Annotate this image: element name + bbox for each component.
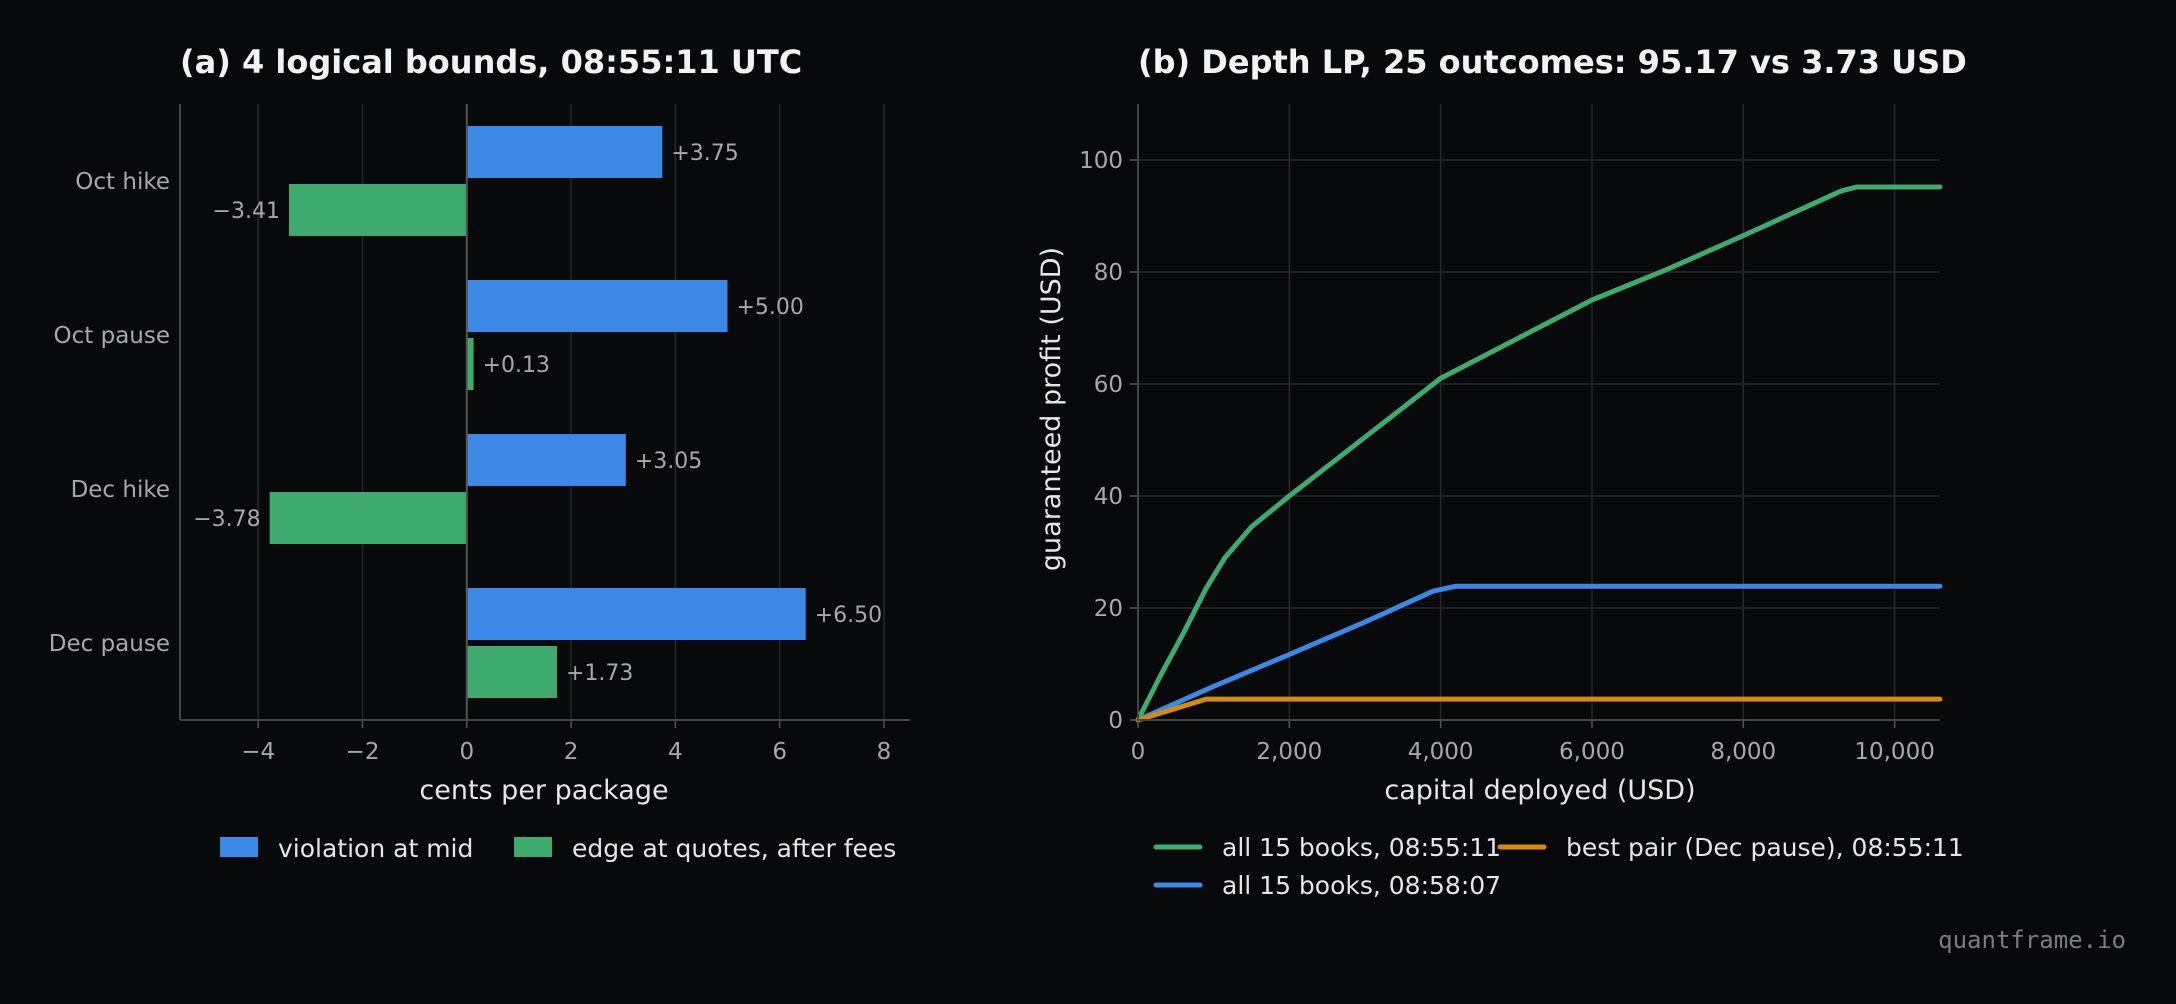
bar-edge-at-quotes <box>269 492 467 544</box>
panel-b-y-axis-label: guaranteed profit (USD) <box>1036 247 1067 571</box>
y-tick-label: 100 <box>1079 148 1123 174</box>
bar-data-label: +3.05 <box>635 449 702 474</box>
x-tick-label: 4,000 <box>1408 739 1474 765</box>
bar-data-label: +5.00 <box>737 295 804 320</box>
x-tick-label: 4 <box>668 739 683 765</box>
x-tick-label: 2,000 <box>1256 739 1322 765</box>
line-best-pair <box>1135 696 1943 723</box>
x-tick-label: 8,000 <box>1710 739 1776 765</box>
bar-violation-at-mid <box>466 280 728 332</box>
category-label: Oct hike <box>75 169 170 195</box>
panel-b-lines <box>1135 184 1943 723</box>
x-tick-label: 0 <box>1131 739 1146 765</box>
panel-b-title: (b) Depth LP, 25 outcomes: 95.17 vs 3.73… <box>1138 43 1967 81</box>
category-label: Dec pause <box>49 631 170 657</box>
legend-label: edge at quotes, after fees <box>572 834 896 863</box>
panel-a-title: (a) 4 logical bounds, 08:55:11 UTC <box>180 43 802 81</box>
panel-b-legend: all 15 books, 08:55:11 all 15 books, 08:5… <box>1153 833 1964 900</box>
x-tick-label: 0 <box>459 739 474 765</box>
panel-a-legend: violation at mid edge at quotes, after fe… <box>220 834 896 863</box>
panel-a-bars: +3.75 −3.41 +5.00 +0.13 +3.05 −3.78 +6.50 +1.73 <box>193 126 882 698</box>
panel-b-gridlines <box>1138 104 1940 720</box>
panel-a-x-axis-label: cents per package <box>419 775 668 806</box>
x-tick-label: −4 <box>241 739 275 765</box>
y-tick-label: 20 <box>1094 596 1123 622</box>
x-tick-label: −2 <box>346 739 380 765</box>
bar-violation-at-mid <box>466 588 806 640</box>
bar-edge-at-quotes <box>466 338 474 390</box>
x-tick-label: 8 <box>877 739 892 765</box>
bar-data-label: +1.73 <box>566 661 633 686</box>
panel-b-axes: 0 2,000 4,000 6,000 8,000 10,000 0 20 40 60 80 100 <box>1079 104 1940 765</box>
bar-data-label: −3.78 <box>193 507 260 532</box>
legend-label: all 15 books, 08:55:11 <box>1222 833 1501 862</box>
legend-label: violation at mid <box>278 834 473 863</box>
bar-data-label: +3.75 <box>671 141 738 166</box>
line-all-books-085807 <box>1135 583 1943 723</box>
bar-edge-at-quotes <box>466 646 557 698</box>
category-label: Oct pause <box>54 323 170 349</box>
x-tick-label: 2 <box>564 739 579 765</box>
y-tick-label: 0 <box>1108 708 1123 734</box>
legend-label: all 15 books, 08:58:07 <box>1222 871 1501 900</box>
y-tick-label: 60 <box>1094 372 1123 398</box>
bar-data-label: +0.13 <box>483 353 550 378</box>
panel-a-bar-chart: (a) 4 logical bounds, 08:55:11 UTC +3.75… <box>49 43 910 863</box>
bar-violation-at-mid <box>466 126 663 178</box>
x-tick-label: 6,000 <box>1559 739 1625 765</box>
category-label: Dec hike <box>71 477 170 503</box>
bar-data-label: +6.50 <box>815 603 882 628</box>
watermark: quantframe.io <box>1938 926 2126 954</box>
legend-swatch <box>514 837 552 857</box>
line-all-books-085511 <box>1135 184 1943 723</box>
panel-b-x-axis-label: capital deployed (USD) <box>1384 775 1695 806</box>
panel-b-line-chart: (b) Depth LP, 25 outcomes: 95.17 vs 3.73… <box>1036 43 1967 900</box>
x-tick-label: 10,000 <box>1854 739 1934 765</box>
bar-data-label: −3.41 <box>213 199 280 224</box>
legend-label: best pair (Dec pause), 08:55:11 <box>1566 833 1964 862</box>
bar-edge-at-quotes <box>288 184 467 236</box>
legend-swatch <box>220 837 258 857</box>
panel-a-axes: −4 −2 0 2 4 6 8 Oct hike Oct pause Dec hike Dec pa… <box>49 104 910 765</box>
x-tick-label: 6 <box>772 739 787 765</box>
y-tick-label: 40 <box>1094 484 1123 510</box>
bar-violation-at-mid <box>466 434 626 486</box>
y-tick-label: 80 <box>1094 260 1123 286</box>
